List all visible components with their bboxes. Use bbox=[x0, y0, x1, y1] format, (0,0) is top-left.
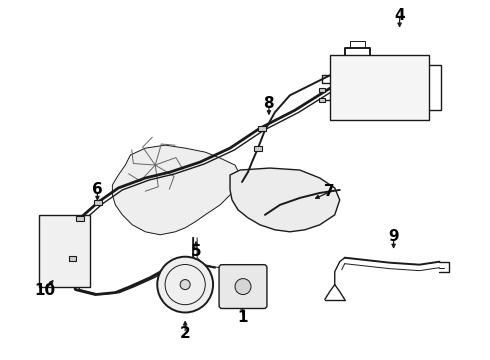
Text: 4: 4 bbox=[394, 8, 405, 23]
Bar bbox=[319, 88, 325, 92]
Circle shape bbox=[235, 279, 251, 294]
Bar bbox=[330, 55, 429, 120]
Text: 8: 8 bbox=[264, 96, 274, 111]
Text: 5: 5 bbox=[191, 244, 201, 259]
Polygon shape bbox=[112, 145, 240, 235]
Bar bbox=[254, 146, 262, 151]
Circle shape bbox=[180, 280, 190, 289]
FancyBboxPatch shape bbox=[219, 265, 267, 309]
Polygon shape bbox=[230, 168, 340, 232]
Text: 10: 10 bbox=[34, 283, 55, 298]
Bar bbox=[258, 126, 266, 131]
Bar bbox=[319, 98, 325, 102]
Text: 2: 2 bbox=[180, 326, 191, 341]
Text: 7: 7 bbox=[324, 184, 335, 199]
Text: 6: 6 bbox=[92, 183, 103, 198]
Text: 1: 1 bbox=[238, 310, 248, 325]
Bar bbox=[39, 215, 91, 287]
Circle shape bbox=[165, 265, 205, 305]
Text: 3: 3 bbox=[385, 60, 396, 75]
Bar bbox=[95, 200, 102, 205]
Circle shape bbox=[157, 257, 213, 312]
Bar bbox=[69, 256, 76, 261]
Text: 9: 9 bbox=[388, 229, 399, 244]
Bar bbox=[76, 216, 84, 221]
